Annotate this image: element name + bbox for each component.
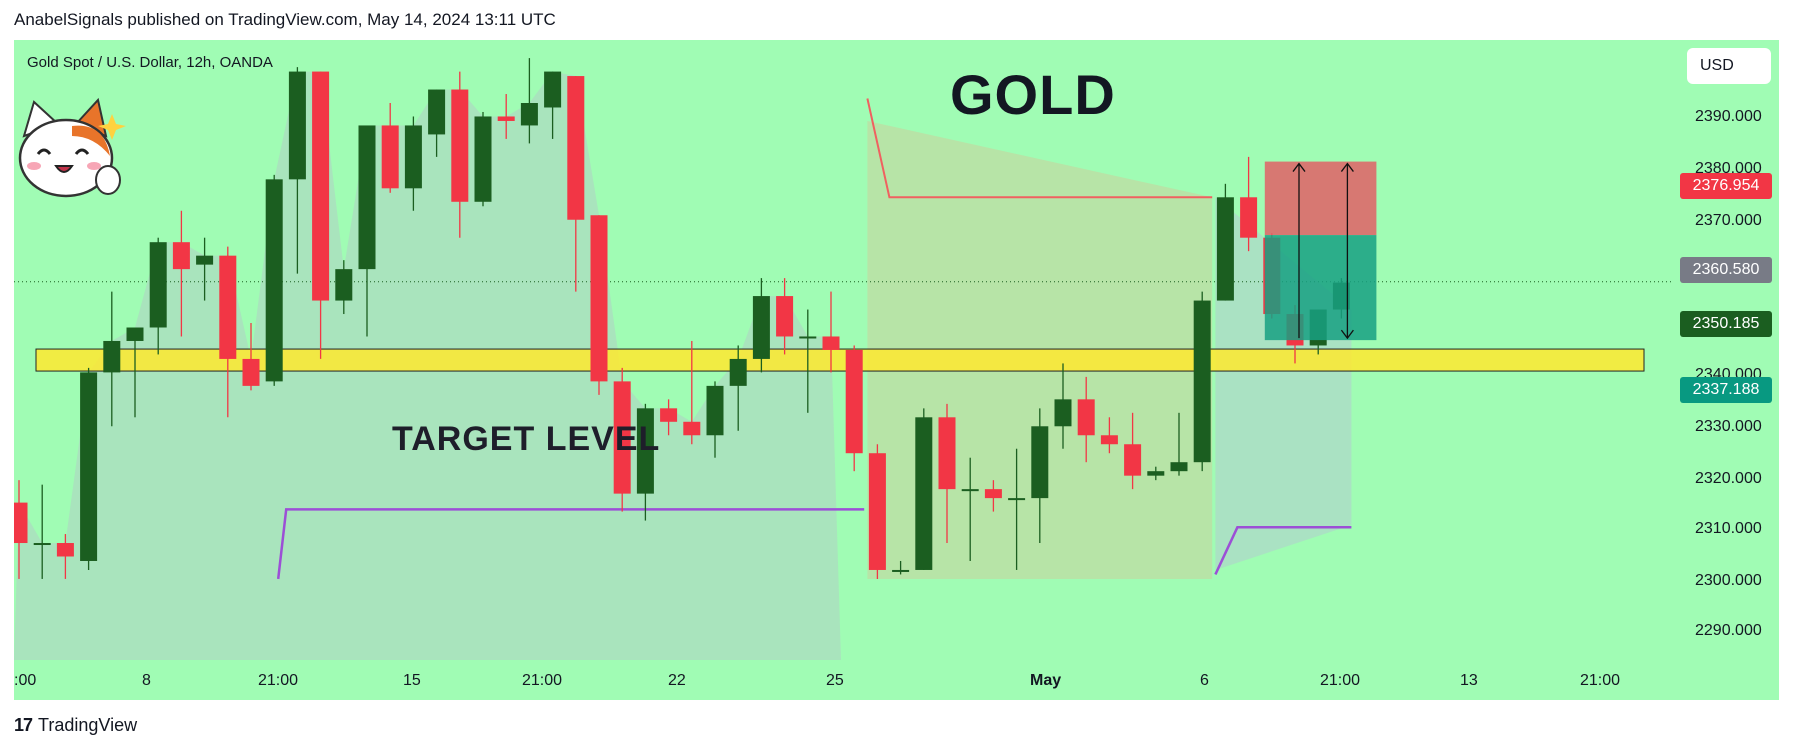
x-tick-label: 25 — [826, 672, 844, 689]
bullish-candle — [196, 255, 214, 265]
stop-loss-zone — [1264, 161, 1377, 236]
support-line — [1214, 526, 1352, 575]
bullish-candle — [149, 242, 167, 328]
y-tick-label: 2290.000 — [1695, 622, 1762, 639]
bullish-candle — [752, 296, 770, 359]
x-tick-label: 8 — [142, 672, 151, 689]
bullish-candle — [474, 116, 492, 202]
bullish-candle — [892, 569, 910, 572]
target-level-band — [35, 348, 1645, 372]
entry-price-label: 2360.580 — [1680, 257, 1772, 283]
x-tick-label: 15 — [403, 672, 421, 689]
bearish-candle — [1240, 197, 1258, 238]
arrow-head — [1340, 329, 1354, 340]
x-tick-label: May — [1030, 672, 1062, 689]
bullish-candle — [544, 71, 562, 108]
tradingview-logo-icon[interactable]: 17 — [14, 715, 33, 735]
bullish-candle — [1216, 197, 1234, 301]
bearish-candle — [1077, 399, 1095, 436]
y-tick-label: 2370.000 — [1695, 212, 1762, 229]
bearish-candle — [312, 71, 330, 301]
arrow-head — [1340, 162, 1354, 172]
bullish-candle — [103, 340, 121, 373]
bullish-candle — [265, 179, 283, 382]
bullish-candle — [636, 408, 654, 494]
bearish-candle — [1100, 435, 1118, 445]
bearish-candle — [219, 255, 237, 359]
bullish-candle — [288, 71, 306, 180]
bullish-candle — [706, 385, 724, 436]
bearish-candle — [1124, 444, 1142, 476]
bullish-candle — [404, 125, 422, 189]
bearish-candle — [381, 125, 399, 189]
bearish-candle — [938, 417, 956, 490]
x-tick-label: 21:00 — [522, 672, 563, 689]
bullish-candle — [335, 269, 353, 301]
symbol-info: Gold Spot / U.S. Dollar, 12h, OANDA — [27, 54, 273, 71]
footer-brand[interactable]: TradingView — [38, 715, 138, 735]
bearish-candle — [242, 358, 260, 386]
y-tick-label: 2380.000 — [1695, 160, 1762, 177]
bullish-candle — [799, 336, 817, 339]
bearish-candle — [56, 543, 74, 557]
bearish-candle — [822, 336, 840, 350]
bullish-candle — [961, 489, 979, 492]
bullish-candle — [358, 125, 376, 270]
bearish-candle — [451, 89, 469, 202]
cat-mascot-icon — [18, 97, 126, 198]
bullish-candle — [1054, 399, 1072, 427]
currency-button[interactable]: USD — [1687, 48, 1771, 84]
bullish-candle — [1031, 426, 1049, 499]
bearish-candle — [613, 381, 631, 494]
bearish-candle — [984, 489, 1002, 499]
resistance-line — [866, 98, 1213, 199]
footer: 17 TradingView — [14, 715, 137, 736]
x-tick-label: 21:00 — [258, 672, 299, 689]
bearish-candle — [845, 349, 863, 454]
x-tick-label: 21:00 — [1580, 672, 1621, 689]
bullish-candle — [915, 417, 933, 570]
bearish-candle — [172, 242, 190, 270]
bearish-candle — [776, 296, 794, 337]
bearish-candle — [14, 502, 28, 544]
bullish-candle — [729, 358, 747, 386]
x-tick-label: :00 — [14, 672, 37, 689]
bullish-candle — [520, 103, 538, 126]
x-tick-label: 21:00 — [1320, 672, 1361, 689]
bullish-candle — [1193, 300, 1211, 463]
bearish-candle — [660, 408, 678, 422]
bearish-candle — [567, 76, 585, 220]
arrow-head — [1292, 162, 1306, 172]
bullish-candle — [1008, 498, 1026, 501]
y-tick-label: 2330.000 — [1695, 418, 1762, 435]
y-tick-label: 2390.000 — [1695, 108, 1762, 125]
publisher-header: AnabelSignals published on TradingView.c… — [14, 10, 556, 29]
support-line — [276, 508, 865, 580]
bullish-candle — [33, 543, 51, 546]
price-chart[interactable] — [14, 40, 1779, 700]
x-tick-label: 6 — [1200, 672, 1209, 689]
bullish-candle — [126, 327, 144, 341]
bullish-candle — [1170, 462, 1188, 472]
bullish-candle — [1147, 471, 1165, 476]
x-tick-label: 13 — [1460, 672, 1478, 689]
bullish-candle — [428, 89, 446, 135]
bearish-candle — [497, 116, 515, 121]
y-tick-label: 2300.000 — [1695, 572, 1762, 589]
bullish-candle — [80, 372, 98, 561]
y-tick-label: 2320.000 — [1695, 470, 1762, 487]
bearish-candle — [868, 453, 886, 570]
stop-loss-price-label: 2376.954 — [1680, 173, 1772, 199]
take-profit-zone — [1264, 235, 1377, 341]
chart-title: GOLD — [950, 63, 1116, 126]
y-tick-label: 2310.000 — [1695, 520, 1762, 537]
take-profit-price-label: 2337.188 — [1680, 377, 1772, 403]
current-price-label: 2350.185 — [1680, 311, 1772, 337]
x-tick-label: 22 — [668, 672, 686, 689]
bearish-candle — [590, 215, 608, 382]
bearish-candle — [683, 421, 701, 436]
target-level-label: TARGET LEVEL — [392, 420, 661, 458]
